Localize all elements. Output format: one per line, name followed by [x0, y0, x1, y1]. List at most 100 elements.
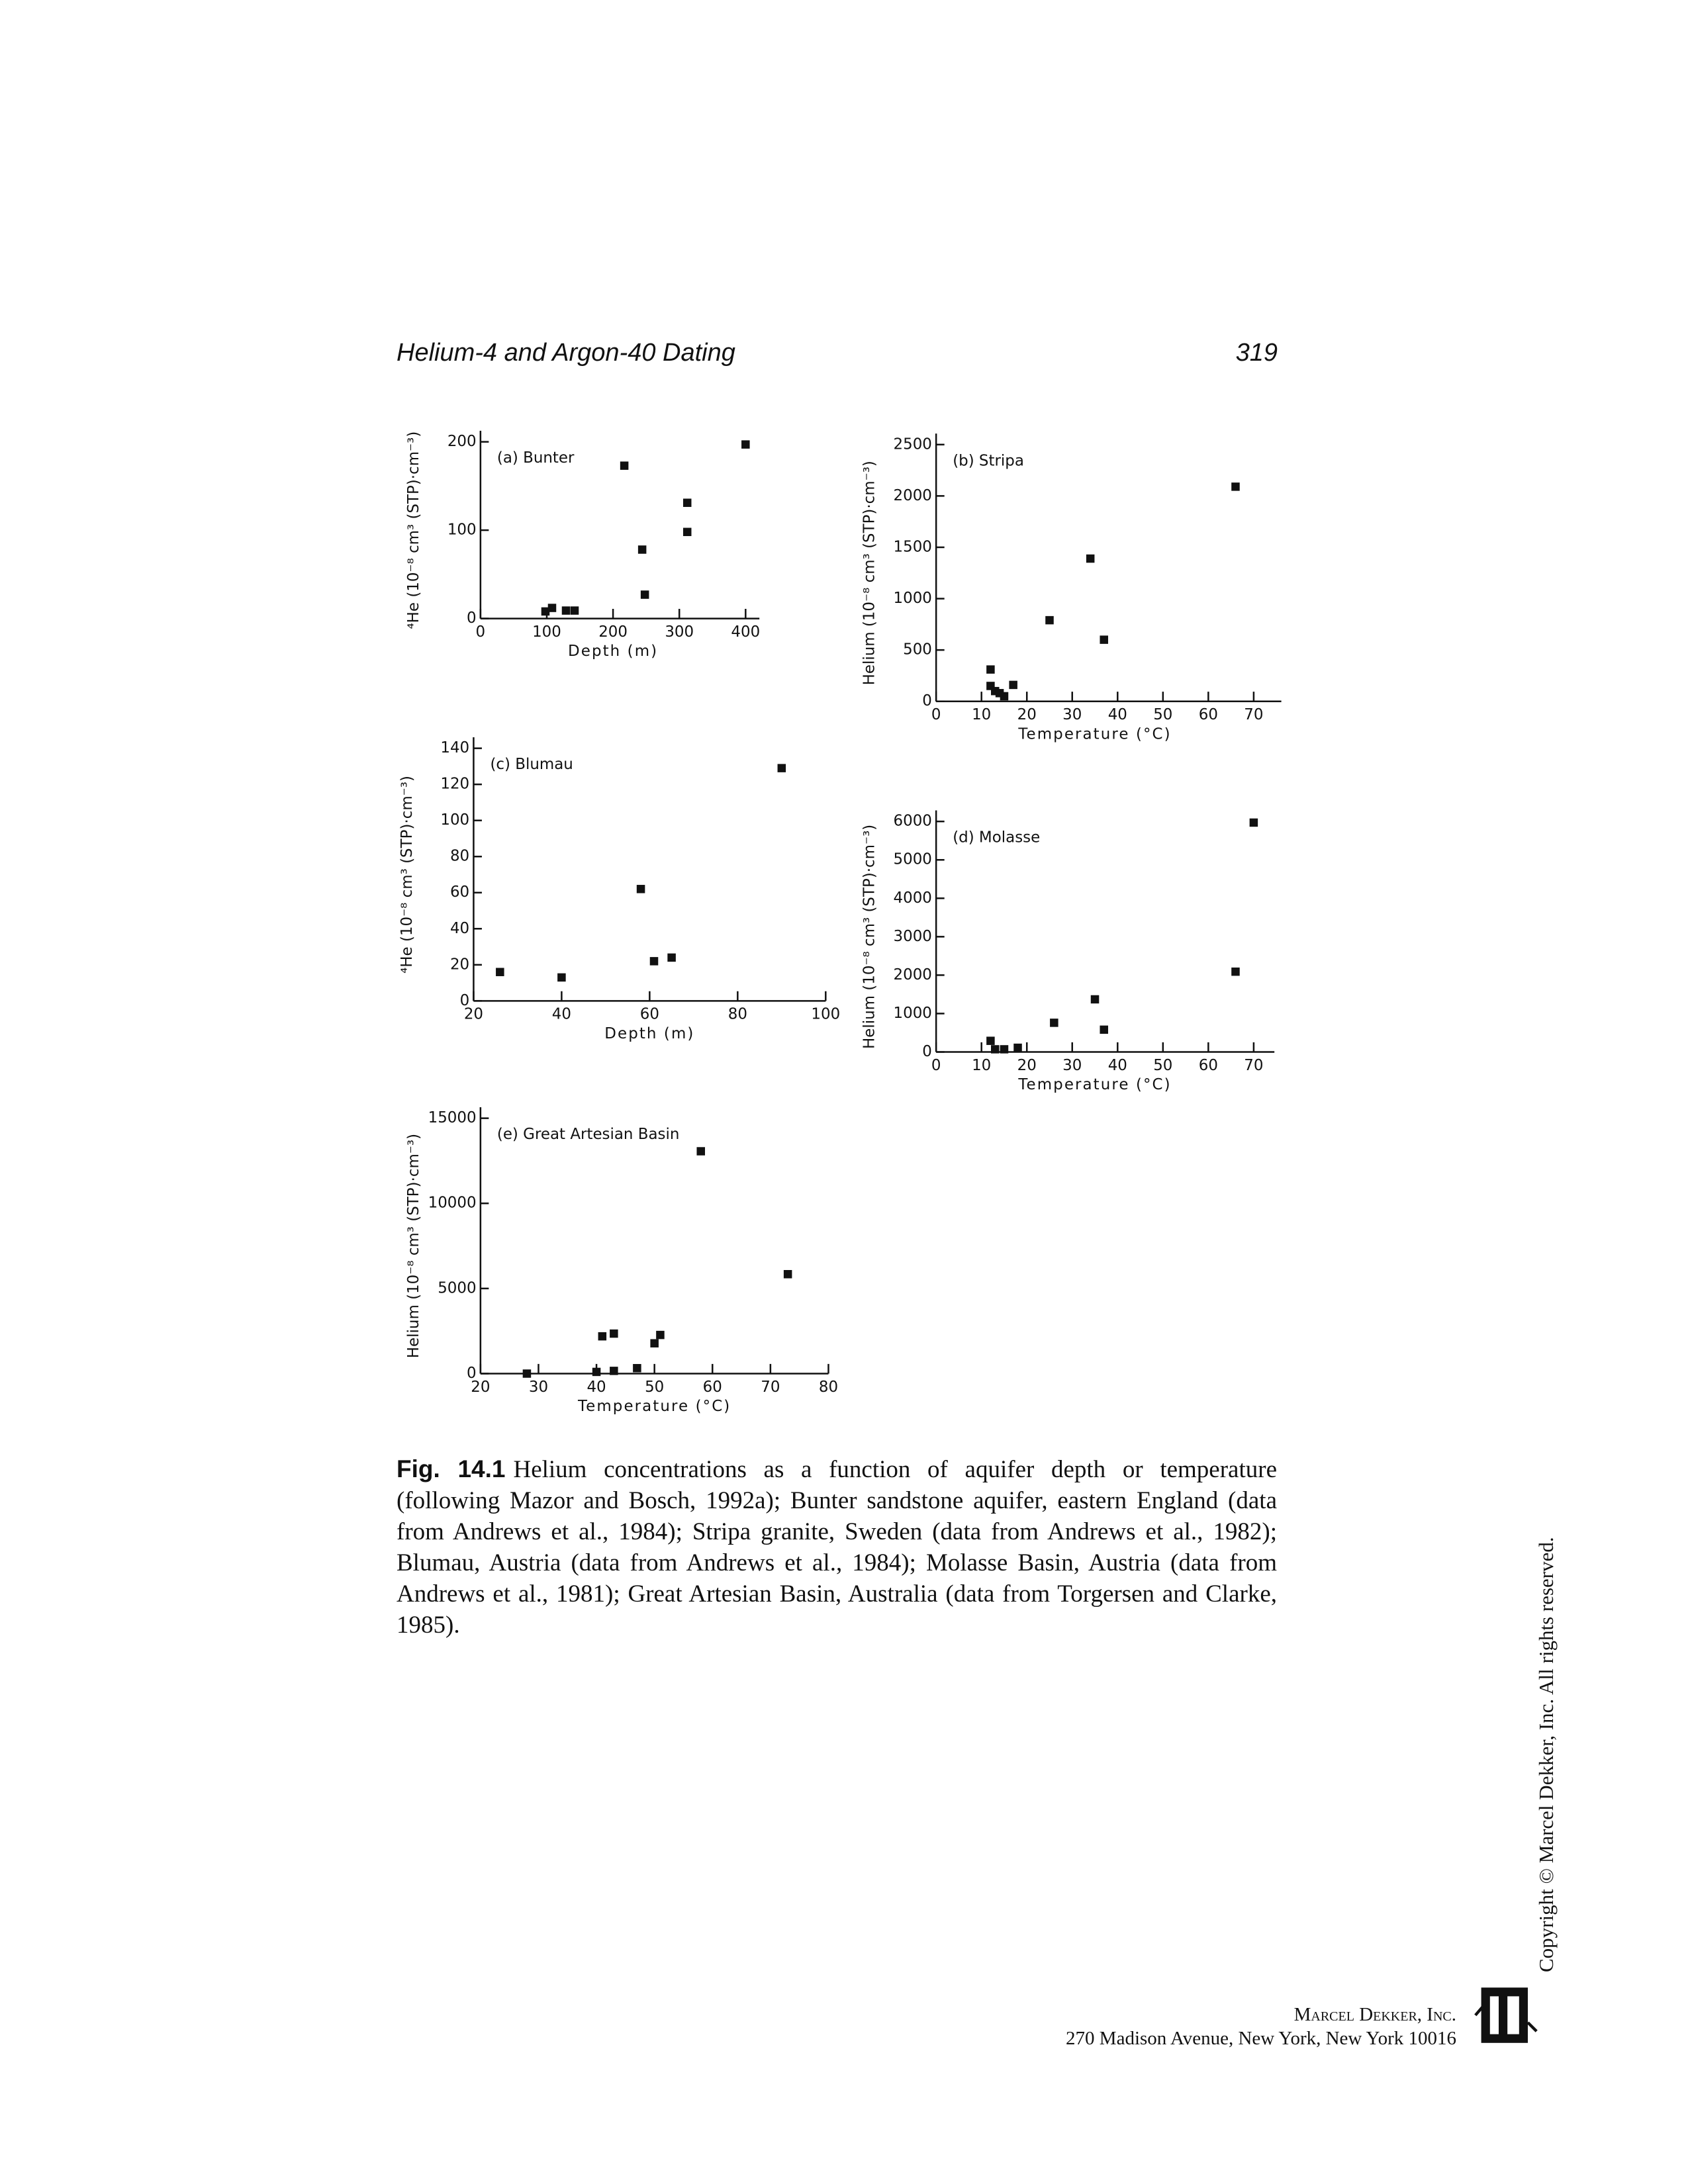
- point: [741, 440, 750, 449]
- point: [1249, 818, 1258, 827]
- y-tick-label: 2000: [894, 966, 932, 983]
- x-tick-label: 100: [811, 1006, 840, 1023]
- y-axis-title: Helium (10⁻⁸ cm³ (STP)·cm⁻³): [861, 825, 878, 1049]
- x-axis-title: Depth (m): [604, 1025, 694, 1042]
- publisher-address: 270 Madison Avenue, New York, New York 1…: [1066, 2028, 1456, 2049]
- x-tick-label: 20: [1017, 1057, 1037, 1074]
- chart-title: (a) Bunter: [497, 449, 575, 467]
- x-tick-label: 30: [1062, 706, 1082, 723]
- point: [610, 1329, 618, 1338]
- y-tick-label: 100: [447, 522, 477, 539]
- x-tick-label: 10: [972, 1057, 991, 1074]
- point: [682, 498, 692, 507]
- point: [1000, 1045, 1009, 1054]
- y-tick-label: 1000: [894, 1005, 932, 1022]
- y-tick-label: 6000: [894, 813, 932, 830]
- y-tick-label: 200: [447, 433, 477, 450]
- x-tick-label: 20: [471, 1379, 490, 1396]
- x-tick-label: 40: [1108, 706, 1127, 723]
- y-tick-label: 0: [922, 1043, 932, 1060]
- point: [522, 1369, 532, 1378]
- point: [561, 606, 571, 615]
- y-tick-label: 4000: [894, 889, 932, 907]
- x-tick-label: 400: [731, 623, 760, 641]
- x-tick-label: 0: [931, 1057, 941, 1074]
- point: [986, 1036, 995, 1045]
- point: [1100, 1025, 1108, 1034]
- y-tick-label: 140: [440, 739, 469, 756]
- point: [1100, 635, 1108, 644]
- y-tick-label: 5000: [894, 851, 932, 868]
- y-tick-label: 80: [450, 848, 469, 865]
- x-axis-title: Temperature (°C): [1017, 1076, 1171, 1093]
- point: [610, 1367, 618, 1375]
- point: [777, 764, 786, 772]
- x-axis-title: Depth (m): [568, 643, 658, 660]
- x-tick-label: 60: [640, 1006, 659, 1023]
- x-tick-label: 40: [1108, 1057, 1127, 1074]
- point: [640, 590, 649, 599]
- x-tick-label: 0: [476, 623, 486, 641]
- x-tick-label: 60: [1199, 1057, 1218, 1074]
- point: [620, 461, 629, 470]
- x-axis-title: Temperature (°C): [577, 1398, 731, 1415]
- point: [570, 606, 579, 615]
- point: [1090, 995, 1100, 1004]
- x-tick-label: 0: [931, 706, 941, 723]
- chart-title: (d) Molasse: [953, 829, 1040, 846]
- point: [592, 1367, 601, 1377]
- point: [656, 1330, 665, 1340]
- point: [541, 607, 550, 616]
- x-tick-label: 60: [703, 1379, 722, 1396]
- x-tick-label: 10: [972, 706, 991, 723]
- caption-label: Fig. 14.1: [397, 1455, 506, 1482]
- point: [682, 527, 692, 537]
- y-tick-label: 2500: [894, 435, 932, 453]
- point: [496, 968, 504, 976]
- x-tick-label: 300: [665, 623, 694, 641]
- chart-title: (e) Great Artesian Basin: [497, 1126, 680, 1143]
- y-tick-label: 120: [440, 776, 469, 793]
- point: [1231, 482, 1240, 491]
- x-tick-label: 100: [532, 623, 561, 641]
- point: [1000, 692, 1009, 701]
- y-tick-label: 3000: [894, 928, 932, 945]
- x-tick-label: 30: [1062, 1057, 1082, 1074]
- point: [598, 1332, 607, 1341]
- page-number: 319: [1235, 339, 1278, 367]
- y-tick-label: 0: [922, 692, 932, 709]
- y-axis-title: ⁴He (10⁻⁸ cm³ (STP)·cm⁻³): [405, 432, 422, 629]
- x-tick-label: 20: [1017, 706, 1037, 723]
- x-axis-title: Temperature (°C): [1017, 725, 1171, 743]
- y-tick-label: 20: [450, 956, 469, 973]
- point: [696, 1147, 706, 1156]
- point: [667, 953, 676, 962]
- y-tick-label: 0: [460, 992, 470, 1009]
- y-tick-label: 1500: [894, 538, 932, 555]
- point: [1231, 967, 1240, 976]
- y-tick-label: 2000: [894, 487, 932, 504]
- point: [990, 1045, 1000, 1054]
- caption-text: Helium concentrations as a function of a…: [397, 1456, 1277, 1639]
- point: [1013, 1043, 1022, 1052]
- chart-title: (c) Blumau: [490, 756, 573, 773]
- x-tick-label: 50: [645, 1379, 664, 1396]
- y-tick-label: 100: [440, 811, 469, 829]
- x-tick-label: 70: [761, 1379, 780, 1396]
- x-tick-label: 20: [464, 1006, 483, 1023]
- point: [636, 885, 645, 893]
- point: [1086, 554, 1095, 563]
- x-tick-label: 40: [587, 1379, 606, 1396]
- x-tick-label: 200: [598, 623, 628, 641]
- x-tick-label: 70: [1244, 706, 1263, 723]
- point: [1045, 615, 1054, 625]
- x-tick-label: 50: [1153, 706, 1172, 723]
- y-tick-label: 0: [467, 1365, 477, 1382]
- y-axis-title: Helium (10⁻⁸ cm³ (STP)·cm⁻³): [405, 1134, 422, 1358]
- point: [783, 1270, 792, 1279]
- point: [1009, 680, 1017, 690]
- point: [649, 957, 659, 966]
- copyright: Copyright © Marcel Dekker, Inc. All righ…: [1534, 1537, 1558, 1972]
